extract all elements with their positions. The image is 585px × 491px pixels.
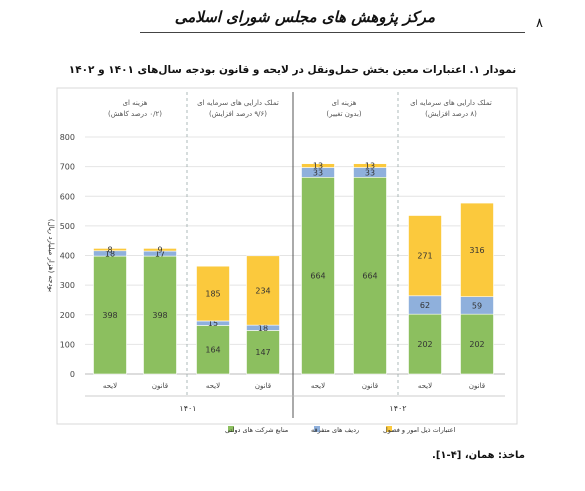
source-note: ماخذ: همان، [۴-۱]. [432, 450, 525, 461]
bar-segment [93, 255, 127, 375]
y-tick-label: 100 [60, 340, 75, 349]
legend-swatch [314, 426, 320, 432]
year-label: ۱۴۰۲ [389, 404, 406, 413]
bar-segment [196, 325, 230, 375]
data-label: 18 [105, 249, 115, 258]
group-label-title: تملک دارایی های سرمایه ای [197, 99, 279, 107]
chart-frame [56, 87, 518, 425]
bar-segment [408, 215, 442, 297]
bar-segment [246, 330, 280, 375]
data-label: 398 [152, 311, 167, 320]
group-label-title: هزینه ای [122, 99, 147, 107]
data-label: 33 [365, 168, 375, 177]
data-label: 17 [155, 250, 165, 259]
data-label: 13 [365, 162, 375, 171]
group-label-change: (۸ درصد افزایش) [425, 110, 477, 118]
data-label: 271 [417, 252, 432, 261]
x-tick-label: قانون [362, 382, 378, 390]
x-tick-label: قانون [255, 382, 271, 390]
bar-segment [246, 255, 280, 326]
group-label-title: تملک دارایی های سرمایه ای [410, 99, 492, 107]
bar-segment [143, 255, 177, 375]
bar-segment [196, 265, 230, 322]
group-label-title: هزینه ای [331, 99, 356, 107]
x-tick-label: قانون [152, 382, 168, 390]
data-label: 62 [420, 301, 430, 310]
header-divider [140, 32, 525, 33]
bar-segment [301, 176, 335, 375]
data-label: 185 [205, 290, 220, 299]
legend-swatch [228, 426, 234, 432]
bar-segment [93, 248, 127, 252]
data-label: 202 [417, 340, 432, 349]
y-tick-label: 0 [70, 370, 75, 379]
group-label-change: (۹/۶ درصد افزایش) [209, 110, 267, 118]
data-label: 59 [472, 301, 482, 310]
bar-segment [460, 202, 494, 297]
x-tick-label: لایحه [103, 382, 117, 390]
bar-segment [143, 248, 177, 252]
data-label: 664 [310, 272, 325, 281]
legend-label: ردیف های متفرقه [311, 426, 359, 434]
legend-label: منابع شرکت های دولتی [225, 426, 288, 434]
data-label: 15 [208, 319, 218, 328]
data-label: 202 [469, 340, 484, 349]
bar-segment [353, 176, 387, 375]
y-axis-label: بودجه (هزار میلیارد ریال) [47, 219, 55, 292]
data-label: 664 [362, 272, 377, 281]
y-tick-label: 300 [60, 281, 75, 290]
data-label: 9 [157, 246, 162, 255]
y-tick-label: 800 [60, 133, 75, 142]
bar-segment [408, 313, 442, 375]
chart-title: نمودار ۱. اعتبارات معین بخش حمل‌ونقل در … [68, 64, 517, 76]
y-tick-label: 700 [60, 163, 75, 172]
data-label: 398 [102, 311, 117, 320]
data-label: 316 [469, 246, 484, 255]
y-tick-label: 400 [60, 252, 75, 261]
year-label: ۱۴۰۱ [179, 404, 196, 413]
x-tick-label: لایحه [311, 382, 325, 390]
data-label: 164 [205, 346, 220, 355]
bar-segment [301, 163, 335, 168]
x-tick-label: لایحه [206, 382, 220, 390]
y-tick-label: 200 [60, 311, 75, 320]
data-label: 147 [255, 348, 270, 357]
page-number: ۸ [536, 16, 543, 31]
data-label: 8 [107, 246, 112, 255]
data-label: 13 [313, 162, 323, 171]
x-tick-label: لایحه [418, 382, 432, 390]
data-label: 234 [255, 286, 270, 295]
group-label-change: (بدون تغییر) [326, 110, 362, 118]
data-label: 18 [258, 324, 268, 333]
group-label-change: (۰/۲ درصد کاهش) [108, 110, 162, 118]
legend-swatch [386, 426, 392, 432]
bar-segment [460, 313, 494, 375]
y-tick-label: 600 [60, 192, 75, 201]
bar-segment [353, 163, 387, 168]
y-tick-label: 500 [60, 222, 75, 231]
legend-label: اعتبارات ذیل امور و فصول [383, 426, 455, 434]
header-title: مرکز پژوهش های مجلس شورای اسلامی [174, 8, 435, 26]
data-label: 33 [313, 168, 323, 177]
x-tick-label: قانون [469, 382, 485, 390]
